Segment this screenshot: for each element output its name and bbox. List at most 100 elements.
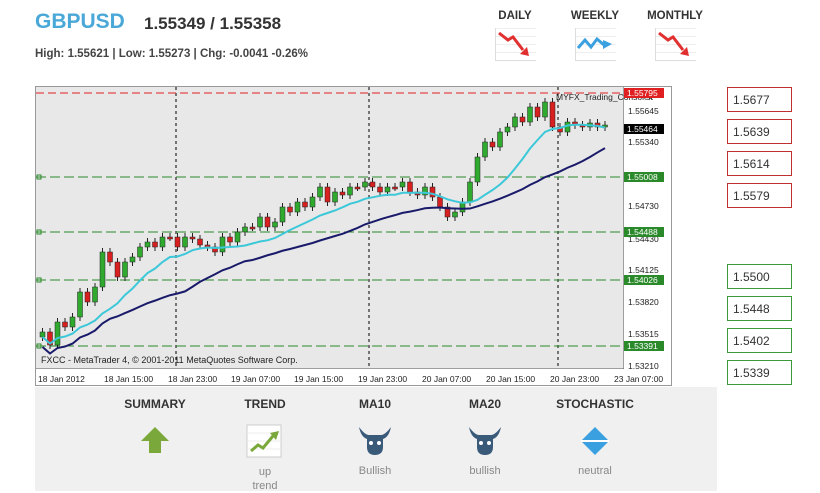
candlestick-chart: MYFX_Trading_Console x FXCC - MetaTrader… [36,87,671,385]
timeframe-label: MONTHLY [647,10,703,22]
resistance-level: 1.5579 [727,183,792,208]
price-tag [624,227,664,237]
price-stats: High: 1.55621 | Low: 1.55273 | Chg: -0.0… [35,48,308,60]
candle [54,321,61,346]
candle [137,246,143,258]
candle [429,186,436,198]
candle [467,181,473,203]
uptrend-chart-icon [245,421,285,459]
price-label: 1.53210 [628,361,659,371]
time-label: 20 Jan 15:00 [486,374,535,384]
bull-icon [355,421,395,459]
candle [107,251,113,263]
candle [324,186,331,203]
candle [182,236,188,248]
price-tag-label: 1.55795 [627,88,658,98]
support-level: 1.5500 [727,264,792,289]
candle [227,236,233,243]
candle [264,216,271,228]
resistance-level: 1.5614 [727,151,792,176]
indicator-ma20: MA20 bullish [440,397,530,477]
candle [257,216,263,228]
price-tag [624,124,664,134]
up-arrow-icon [135,421,175,459]
candle [422,186,428,196]
indicator-trend: TREND up trend [220,397,310,493]
indicator-stochastic: STOCHASTIC neutral [550,397,640,477]
candle [234,231,241,243]
time-label: 18 Jan 2012 [38,374,85,384]
bid-ask-quote: 1.55349 / 1.55358 [144,14,282,33]
candle [114,261,121,278]
candle [362,181,368,188]
candle [294,201,301,213]
candle [92,286,98,303]
timeframe-monthly[interactable]: MONTHLY [637,10,713,61]
time-label: 19 Jan 23:00 [358,374,407,384]
candle [377,186,383,193]
indicator-title: STOCHASTIC [556,397,634,411]
time-label: 18 Jan 23:00 [168,374,217,384]
candle [39,331,46,338]
symbol-title: GBPUSD [35,10,125,33]
copyright-text: FXCC - MetaTrader 4, © 2001-2011 MetaQuo… [41,355,298,365]
price-tag [624,275,664,285]
candle [339,191,346,196]
price-label: 1.54730 [628,201,659,211]
candle [309,196,316,208]
trend-sideways-zigzag-icon [574,28,616,61]
indicator-summary: SUMMARY [110,397,200,459]
candle [77,291,83,318]
price-tag-label: 1.54488 [627,227,658,237]
time-label: 19 Jan 07:00 [231,374,280,384]
candle [197,238,203,246]
neutral-diamond-icon [575,421,615,459]
price-label: 1.54125 [628,265,659,275]
candle [287,206,293,213]
time-label: 20 Jan 07:00 [422,374,471,384]
candle [392,186,398,190]
resistance-level: 1.5677 [727,87,792,112]
candle [489,141,496,148]
time-label: 19 Jan 15:00 [294,374,343,384]
indicator-title: TREND [244,397,286,411]
time-label: 23 Jan 07:00 [614,374,663,384]
candle [167,236,173,240]
candle [482,141,488,158]
candle [534,106,541,118]
indicator-value: up trend [252,466,278,492]
time-label: 20 Jan 23:00 [550,374,599,384]
price-chart[interactable]: MYFX_Trading_Console x FXCC - MetaTrader… [35,86,672,386]
candle [242,226,248,233]
candle [99,251,106,288]
candle [444,206,451,218]
timeframe-label: WEEKLY [570,10,620,22]
candle [279,206,286,223]
support-level: 1.5339 [727,360,792,385]
candle [519,116,526,123]
candle [174,236,181,248]
indicator-value: bullish [469,465,501,477]
price-tag [624,172,664,182]
console-label: MYFX_Trading_Console [556,92,649,102]
candle [189,236,196,240]
candle [437,196,443,208]
timeframe-weekly[interactable]: WEEKLY [557,10,633,61]
candle [527,106,533,123]
price-tag-label: 1.55464 [627,124,658,134]
candle [549,101,556,128]
candle [159,236,166,248]
candle [122,261,128,278]
resistance-level: 1.5639 [727,119,792,144]
price-label: 1.53820 [628,297,659,307]
support-level: 1.5448 [727,296,792,321]
indicator-title: MA10 [358,397,391,411]
candle [384,186,391,193]
price-label: 1.53515 [628,329,659,339]
bull-icon [465,421,505,459]
trend-down-arrow-icon [654,28,696,61]
candle [474,156,481,183]
timeframe-daily[interactable]: DAILY [477,10,553,61]
indicator-value: neutral [578,465,612,477]
candle [369,181,376,188]
